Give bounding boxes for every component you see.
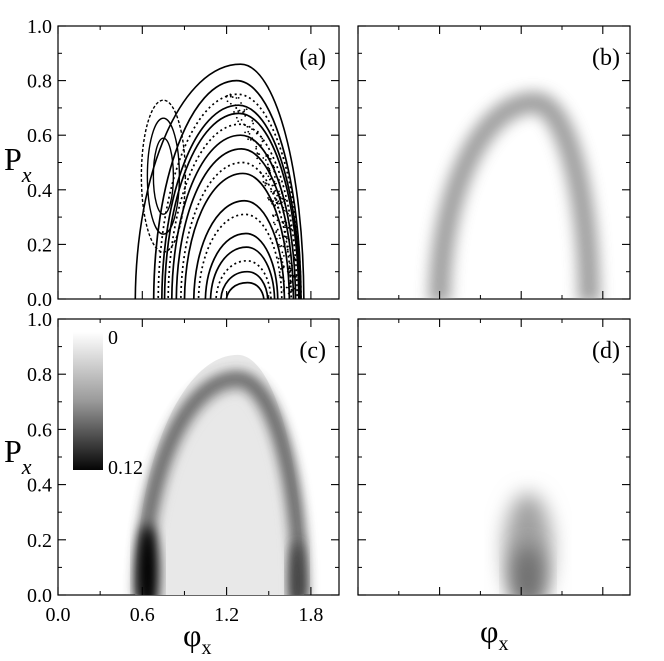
panel-c: (c) 0 0.12	[57, 318, 340, 596]
y-tick-bottom-0.4: 0.4	[27, 475, 52, 497]
y-tick-bottom-1.0: 1.0	[27, 309, 52, 331]
island-orbit-1	[152, 137, 175, 215]
y-tick-top-0.4: 0.4	[27, 180, 52, 202]
orbit-3	[215, 259, 272, 299]
y-tick-top-0.0: 0.0	[27, 289, 52, 311]
colorbar-max-label: 0	[108, 327, 118, 349]
density-arch	[428, 91, 601, 299]
y-axis-title-bottom: Px	[4, 433, 32, 479]
svg-text:Px: Px	[4, 433, 32, 479]
panel-b-label: (b)	[592, 45, 620, 71]
y-tick-top-0.2: 0.2	[27, 234, 52, 256]
density-peak	[136, 524, 159, 595]
panel-d: (d)	[357, 318, 631, 596]
y-tick-bottom-0.6: 0.6	[27, 419, 52, 441]
y-tick-top-0.6: 0.6	[27, 125, 52, 147]
panel-a: (a)	[57, 25, 340, 300]
y-tick-bottom-0.2: 0.2	[27, 530, 52, 552]
island-orbit-3	[140, 99, 187, 253]
colorbar-min-label: 0.12	[108, 457, 143, 479]
density-arch-inner	[135, 371, 307, 595]
orbit-6	[197, 213, 283, 299]
orbit-5	[204, 232, 279, 299]
density-envelope	[135, 354, 304, 595]
density-blob-core	[512, 545, 544, 595]
density-right-foot	[288, 541, 305, 595]
y-tick-bottom-0.0: 0.0	[27, 585, 52, 607]
x-axis-title-left: φx	[183, 617, 211, 659]
orbit-7	[193, 199, 286, 299]
colorbar: 0 0.12	[73, 327, 143, 479]
axes: 0.00.20.40.60.81.00.00.20.40.60.81.00.0 0…	[27, 16, 630, 626]
panel-a-label: (a)	[299, 45, 326, 71]
svg-text:Px: Px	[4, 141, 32, 187]
orbit-10	[175, 147, 295, 299]
x-tick-0.0: 0.0	[46, 604, 71, 626]
panel-c-label: (c)	[299, 338, 326, 364]
orbit-4	[209, 246, 276, 299]
y-tick-top-0.8: 0.8	[27, 71, 52, 93]
y-tick-bottom-0.8: 0.8	[27, 364, 52, 386]
orbit-12	[167, 123, 299, 299]
orbit-16	[152, 79, 302, 299]
colorbar-gradient	[73, 332, 103, 470]
panel-b: (b)	[357, 25, 631, 300]
y-axis-title-top: Px	[4, 141, 32, 187]
island-orbit-2	[146, 117, 181, 235]
x-tick-1.2: 1.2	[214, 604, 239, 626]
orbit-9	[180, 161, 292, 299]
x-tick-0.6: 0.6	[130, 604, 155, 626]
orbit-1	[225, 281, 265, 299]
x-axis-title-right: φx	[480, 613, 508, 655]
orbit-2	[220, 270, 269, 299]
panel-d-frame	[357, 318, 631, 596]
svg-text:φx: φx	[480, 613, 508, 655]
orbit-14	[161, 104, 301, 299]
y-tick-top-1.0: 1.0	[27, 16, 52, 38]
panel-d-label: (d)	[592, 338, 620, 364]
orbit-8	[183, 172, 291, 299]
x-tick-1.8: 1.8	[298, 604, 323, 626]
chaotic-layer	[225, 93, 297, 295]
svg-text:φx: φx	[183, 617, 211, 659]
